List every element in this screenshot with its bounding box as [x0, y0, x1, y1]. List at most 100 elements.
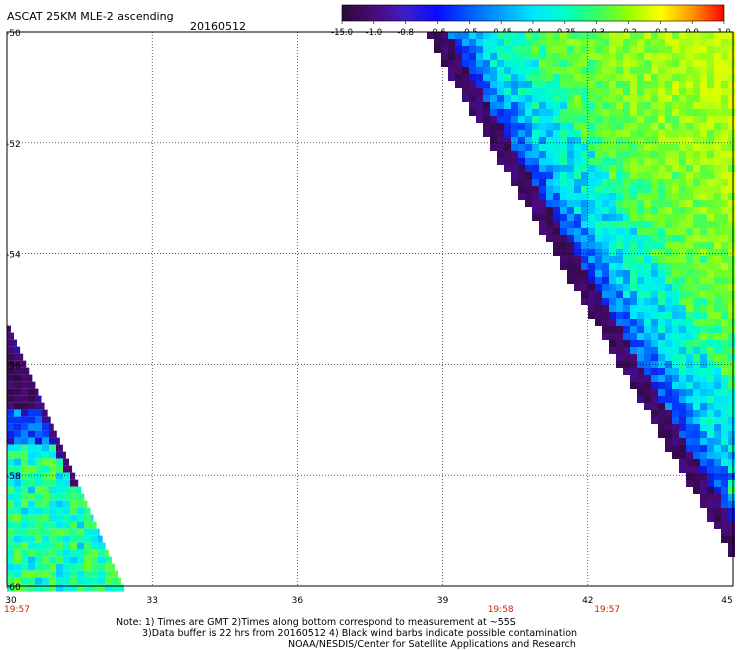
swath-cell — [567, 242, 574, 249]
swath-cell — [630, 354, 637, 361]
swath-cell — [651, 396, 658, 403]
swath-cell — [567, 151, 574, 158]
swath-cell — [504, 88, 511, 95]
swath-cell — [63, 577, 70, 585]
swath-cell — [567, 214, 574, 221]
swath-cell — [70, 528, 77, 536]
swath-cell — [609, 319, 616, 326]
swath-cell — [504, 130, 511, 137]
swath-cell — [637, 347, 644, 354]
swath-cell — [504, 32, 511, 39]
swath-cell — [665, 424, 672, 431]
swath-cell — [714, 151, 721, 158]
swath-cell — [637, 270, 644, 277]
lat-label: -52 — [6, 140, 21, 150]
swath-cell — [14, 465, 21, 473]
swath-cell — [679, 200, 686, 207]
swath-cell — [714, 60, 721, 67]
swath-cell — [581, 116, 588, 123]
swath-cell — [728, 186, 735, 193]
swath-cell — [630, 361, 637, 368]
swath-cell — [546, 95, 553, 102]
swath-cell — [728, 354, 735, 361]
swath-cell — [644, 319, 651, 326]
swath-cell — [658, 298, 665, 305]
swath-cell — [714, 74, 721, 81]
swath-cell — [490, 74, 497, 81]
swath-cell — [721, 319, 728, 326]
swath-cell — [7, 577, 14, 585]
swath-cell — [700, 130, 707, 137]
swath-cell — [98, 542, 105, 550]
swath-cell — [686, 32, 693, 39]
swath-cell — [700, 109, 707, 116]
swath-cell — [721, 242, 728, 249]
swath-cell — [77, 563, 84, 571]
swath-cell — [658, 67, 665, 74]
swath-cell — [511, 39, 518, 46]
swath-cell — [630, 53, 637, 60]
swath-cell — [91, 528, 98, 536]
swath-cell — [616, 95, 623, 102]
swath-cell — [21, 402, 28, 410]
swath-cell — [658, 424, 665, 431]
swath-cell — [707, 375, 714, 382]
swath-cell — [581, 270, 588, 277]
swath-cell — [56, 479, 63, 487]
swath-cell — [714, 319, 721, 326]
swath-cell — [700, 326, 707, 333]
swath-cell — [63, 563, 70, 571]
swath-cell — [42, 570, 49, 578]
swath-cell — [630, 214, 637, 221]
swath-cell — [644, 242, 651, 249]
swath-cell — [623, 263, 630, 270]
swath-cell — [525, 144, 532, 151]
swath-cell — [602, 109, 609, 116]
swath-cell — [546, 60, 553, 67]
swath-cell — [721, 221, 728, 228]
swath-cell — [560, 60, 567, 67]
swath-cell — [504, 123, 511, 130]
swath-cell — [630, 200, 637, 207]
swath-cell — [525, 165, 532, 172]
swath-cell — [707, 165, 714, 172]
swath-cell — [728, 375, 735, 382]
swath-cell — [700, 333, 707, 340]
swath-cell — [448, 32, 455, 39]
swath-cell — [56, 514, 63, 522]
swath-cell — [630, 263, 637, 270]
swath-cell — [574, 221, 581, 228]
swath-cell — [28, 514, 35, 522]
swath-cell — [672, 361, 679, 368]
swath-cell — [560, 221, 567, 228]
swath-cell — [651, 214, 658, 221]
swath-cell — [679, 277, 686, 284]
swath-cell — [679, 116, 686, 123]
swath-cell — [714, 312, 721, 319]
swath-cell — [581, 277, 588, 284]
swath-cell — [714, 249, 721, 256]
swath-cell — [560, 53, 567, 60]
swath-cell — [602, 270, 609, 277]
swath-cell — [693, 116, 700, 123]
swath-cell — [553, 228, 560, 235]
swath-cell — [665, 396, 672, 403]
lon-label: 30 — [5, 596, 17, 606]
graticule — [7, 32, 733, 586]
swath-cell — [574, 137, 581, 144]
swath-cell — [721, 249, 728, 256]
swath-cell — [686, 60, 693, 67]
swath-cell — [700, 480, 707, 487]
swath-cell — [721, 417, 728, 424]
swath-cell — [35, 549, 42, 557]
swath-cell — [588, 270, 595, 277]
swath-cell — [623, 172, 630, 179]
swath-cell — [483, 32, 490, 39]
swath-cell — [651, 137, 658, 144]
swath-cell — [497, 95, 504, 102]
swath-cell — [546, 158, 553, 165]
swath-cell — [469, 81, 476, 88]
swath-cell — [637, 333, 644, 340]
swath-cell — [658, 354, 665, 361]
swath-cell — [595, 144, 602, 151]
